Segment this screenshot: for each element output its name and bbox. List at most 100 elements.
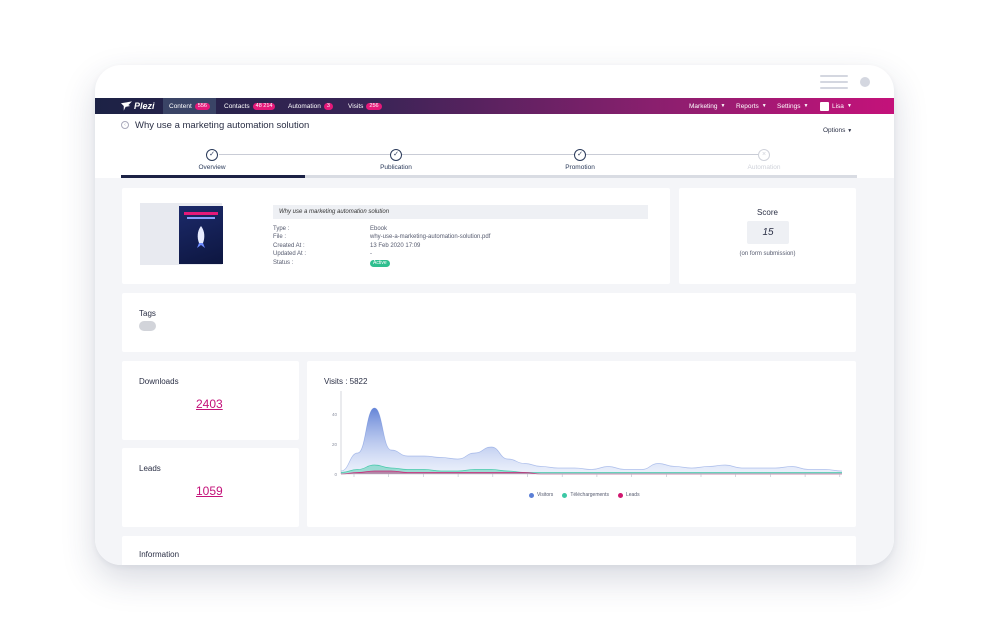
app-screen: Plezi Content 556 Contacts 48 214 Automa… — [95, 98, 894, 565]
information-title: Information — [139, 550, 180, 559]
check-icon: ✓ — [390, 149, 402, 161]
step-progress-bar — [121, 175, 857, 178]
nav-marketing-label: Marketing — [689, 102, 718, 110]
step-publication[interactable]: ✓ Publication — [306, 149, 486, 171]
legend-visitors[interactable]: Visitors — [537, 492, 554, 498]
tag-marketing-strategy[interactable]: Marketing strategy — [325, 323, 375, 329]
brand-name: Plezi — [134, 101, 155, 111]
chevron-down-icon: ▼ — [847, 128, 853, 134]
content-title-field: Why use a marketing automation solution — [273, 205, 648, 219]
tag-english[interactable]: English — [210, 323, 230, 329]
content-meta-values: Ebook why-use-a-marketing-automation-sol… — [370, 225, 490, 267]
legend-leads-dot — [617, 492, 623, 498]
cover-subtitle-bar — [187, 217, 215, 219]
downloads-value[interactable]: 2403 — [196, 397, 223, 411]
nav-settings-menu[interactable]: Settings ▼ — [771, 98, 814, 114]
step-automation-label: Automation — [747, 164, 781, 171]
nav-reports-label: Reports — [736, 102, 759, 110]
step-promotion[interactable]: ✓ Promotion — [490, 149, 670, 171]
legend-downloads[interactable]: Téléchargements — [570, 492, 609, 498]
check-icon: ✓ — [206, 149, 218, 161]
series-area-0 — [341, 408, 842, 474]
created-value: 13 Feb 2020 17:09 — [370, 242, 421, 249]
nav-visits-count: 256 — [366, 102, 382, 110]
nav-content[interactable]: Content 556 — [163, 98, 216, 114]
series-area-1 — [341, 465, 842, 474]
tag-awareness[interactable]: Awareness — [164, 323, 194, 329]
leads-value[interactable]: 1059 — [196, 484, 223, 498]
step-publication-label: Publication — [380, 164, 412, 171]
created-label: Created At : — [273, 242, 305, 249]
series-area-2 — [341, 471, 842, 474]
updated-value: - — [370, 251, 372, 258]
tags-card: Tags Awareness English Marketing automat… — [122, 293, 856, 352]
status-badge: Active — [370, 259, 390, 267]
page-header: ‹ Why use a marketing automation solutio… — [95, 114, 894, 178]
user-menu[interactable]: Lisa ▼ — [814, 98, 858, 114]
updated-label: Updated At : — [273, 251, 307, 258]
y-tick-label-0: 0 — [334, 472, 337, 477]
score-title: Score — [757, 208, 778, 217]
legend-downloads-dot — [562, 492, 568, 498]
step-automation[interactable]: × Automation — [674, 149, 854, 171]
top-nav: Plezi Content 556 Contacts 48 214 Automa… — [95, 98, 894, 114]
file-link[interactable]: why-use-a-marketing-automation-solution.… — [370, 234, 491, 241]
close-icon: × — [758, 149, 770, 161]
step-overview-label: Overview — [198, 164, 226, 171]
step-promotion-label: Promotion — [565, 164, 595, 171]
score-value[interactable]: 15 — [747, 221, 789, 244]
step-overview[interactable]: ✓ Overview — [122, 149, 302, 171]
y-tick-label-2: 40 — [332, 412, 338, 417]
nav-automation-label: Automation — [288, 102, 321, 110]
nav-visits-label: Visits — [348, 102, 364, 110]
nav-contacts[interactable]: Contacts 48 214 — [218, 98, 281, 114]
y-tick-label-1: 20 — [332, 442, 338, 447]
nav-visits[interactable]: Visits 256 — [342, 98, 388, 114]
content-meta-labels: Type : File : Created At : Updated At : … — [273, 225, 306, 267]
nav-automation[interactable]: Automation 3 — [282, 98, 339, 114]
type-value: Ebook — [370, 226, 388, 232]
options-dropdown[interactable]: Options ▼ — [823, 127, 852, 134]
score-card: Score 15 (on form submission) — [679, 188, 856, 284]
stepper-line — [219, 154, 769, 155]
type-label: Type : — [273, 226, 290, 232]
cover-title-bar — [184, 212, 218, 215]
information-card: Information — [122, 536, 856, 565]
leads-title: Leads — [139, 464, 161, 473]
nav-content-label: Content — [169, 102, 192, 110]
leads-card: Leads 1059 — [122, 448, 299, 527]
nav-contacts-label: Contacts — [224, 102, 250, 110]
series-line-0 — [340, 407, 843, 472]
nav-contacts-count: 48 214 — [252, 102, 276, 110]
chevron-down-icon: ▼ — [720, 103, 726, 109]
bird-logo-icon — [121, 101, 132, 111]
legend-leads[interactable]: Leads — [625, 492, 640, 498]
content-thumbnail[interactable] — [140, 203, 223, 265]
tag-marketing-automation[interactable]: Marketing automation — [244, 323, 302, 329]
visits-chart: 0 20 40 — [332, 391, 843, 477]
series-line-1 — [340, 464, 842, 473]
nav-content-count: 556 — [194, 102, 210, 110]
score-note: (on form submission) — [739, 251, 796, 257]
tags-title: Tags — [139, 309, 156, 318]
downloads-title: Downloads — [139, 377, 179, 386]
chart-title: Visits : 5822 — [324, 377, 368, 386]
brand-logo[interactable]: Plezi — [121, 100, 155, 112]
chevron-down-icon: ▼ — [803, 103, 809, 109]
chevron-down-icon: ▼ — [761, 103, 767, 109]
camera-dot-icon — [860, 77, 870, 87]
downloads-card: Downloads 2403 — [122, 361, 299, 440]
status-label: Status : — [273, 259, 294, 266]
nav-marketing-menu[interactable]: Marketing ▼ — [683, 98, 732, 114]
nav-reports-menu[interactable]: Reports ▼ — [730, 98, 773, 114]
ebook-cover-image — [179, 206, 223, 264]
back-icon[interactable]: ‹ — [121, 121, 129, 129]
nav-settings-label: Settings — [777, 102, 801, 110]
nav-automation-count: 3 — [323, 102, 333, 110]
user-name: Lisa — [832, 102, 844, 110]
add-tag-button[interactable] — [139, 321, 156, 331]
visits-chart-card: Visits : 5822 0 20 40 Visitors Téléchargem… — [307, 361, 856, 527]
device-frame: Plezi Content 556 Contacts 48 214 Automa… — [95, 65, 894, 565]
menu-icon[interactable] — [820, 75, 848, 93]
